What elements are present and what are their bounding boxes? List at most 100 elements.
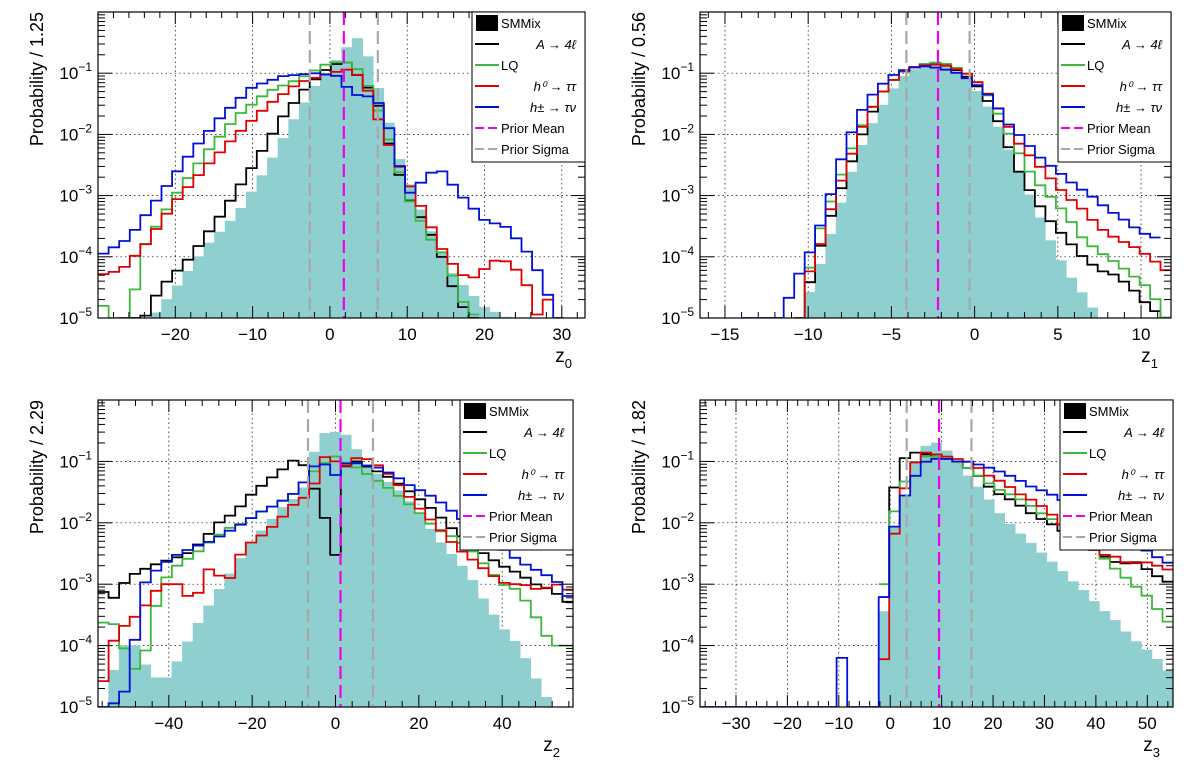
y-tick-label: 10−3	[661, 571, 694, 594]
legend-label-lq: LQ	[1087, 58, 1104, 73]
chart-panel-2: −40 −20 0 20 40 10−5 10−4 10−3 10−2 10−1 Probabili…	[27, 399, 574, 760]
hist-bar	[971, 91, 983, 318]
hist-bar	[983, 499, 995, 707]
legend: SMMix A → 4ℓ LQ h⁰ → ττ h± → τν Prior Mean Pri…	[1057, 11, 1172, 163]
legend: SMMix A → 4ℓ LQ h⁰ → ττ h± → τν Prior Mean Pri…	[459, 399, 574, 551]
x-tick-label: 10	[1132, 325, 1151, 344]
hist-bar	[804, 291, 816, 318]
legend-label-prior_mean: Prior Mean	[1087, 121, 1151, 136]
hist-bar	[139, 664, 152, 707]
y-tick-label: 10−3	[59, 571, 92, 594]
y-tick-label: 10−5	[661, 694, 694, 717]
hist-bar	[329, 431, 342, 707]
legend-label-hpm: h± → τν	[530, 100, 576, 115]
series-smmix	[150, 38, 512, 318]
hist-bar	[361, 464, 373, 707]
legend-label-h0: h⁰ → ττ	[534, 79, 578, 94]
hist-bar	[224, 573, 236, 707]
x-tick-label: 40	[1086, 714, 1105, 733]
series-line-lq	[98, 61, 480, 318]
y-tick-label: 10−4	[661, 244, 694, 267]
hist-bar	[950, 72, 962, 318]
hist-bar	[1025, 542, 1037, 707]
hist-bar	[1046, 561, 1058, 707]
x-axis-label: z3	[1143, 735, 1160, 760]
hist-bar	[277, 507, 289, 707]
x-tick-label: 30	[1035, 714, 1054, 733]
hist-bar	[1120, 631, 1132, 707]
legend-label-smmix: SMMix	[489, 404, 529, 419]
x-tick-label: 20	[475, 325, 494, 344]
hist-bar	[319, 433, 331, 707]
hist-bar	[298, 102, 310, 318]
hist-bar	[1130, 641, 1142, 707]
legend-label-a4l: A → 4ℓ	[1123, 425, 1165, 440]
hist-bar	[415, 209, 427, 318]
chart-panel-3: −30 −20 −10 0 10 20 30 40 50 10−5 10−4 10−3 10−2 10−1…	[629, 399, 1174, 760]
x-tick-label: 0	[325, 325, 334, 344]
hist-bar	[447, 273, 459, 318]
hist-bar	[940, 66, 952, 318]
hist-bar	[171, 285, 183, 318]
y-axis-label: Probability / 2.29	[27, 400, 47, 534]
legend-label-prior_sigma: Prior Sigma	[489, 530, 558, 545]
chart-panel-1: −15 −10 −5 0 5 10 10−5 10−4 10−3 10−2 10−1 Probabil…	[629, 11, 1172, 371]
legend-label-prior_mean: Prior Mean	[489, 509, 553, 524]
x-tick-label: −10	[794, 325, 823, 344]
hist-bar	[203, 242, 215, 318]
legend-label-h0: h⁰ → ττ	[522, 467, 566, 482]
y-tick-label: 10−4	[661, 633, 694, 656]
hist-bar	[1045, 240, 1057, 318]
hist-bar	[488, 614, 500, 707]
hist-bar	[203, 605, 215, 707]
hist-bar	[161, 299, 173, 318]
hist-bar	[330, 60, 342, 318]
hist-bar	[245, 191, 258, 318]
hist-bar	[994, 513, 1006, 707]
hist-bar	[256, 530, 268, 707]
y-tick-label: 10−5	[59, 694, 92, 717]
hist-bar	[1151, 659, 1163, 707]
hist-bar	[340, 434, 352, 707]
legend-label-smmix: SMMix	[1087, 16, 1127, 31]
histograms	[98, 431, 573, 707]
hist-bar	[952, 461, 964, 707]
y-tick-label: 10−5	[59, 305, 92, 328]
hist-bar	[161, 677, 173, 707]
legend-label-hpm: h± → τν	[518, 488, 564, 503]
x-tick-label: −10	[238, 325, 267, 344]
hist-bar	[214, 231, 226, 318]
legend-label-h0: h⁰ → ττ	[1122, 467, 1166, 482]
hist-bar	[118, 645, 130, 707]
hist-bar	[930, 442, 943, 707]
hist-bar	[277, 138, 289, 318]
x-tick-label: 30	[552, 325, 571, 344]
x-tick-label: 40	[493, 714, 512, 733]
hist-bar	[992, 126, 1004, 318]
hist-bar	[424, 528, 437, 707]
legend-label-prior_sigma: Prior Sigma	[501, 142, 570, 157]
y-axis-label: Probability / 0.56	[629, 12, 649, 146]
x-tick-label: 20	[984, 714, 1003, 733]
hist-bar	[920, 445, 932, 707]
legend-label-h0: h⁰ → ττ	[1120, 79, 1164, 94]
x-tick-label: −20	[773, 714, 802, 733]
hist-bar	[256, 175, 268, 318]
hist-bar	[414, 513, 426, 707]
y-tick-label: 10−1	[59, 60, 92, 83]
x-tick-label: 5	[1053, 325, 1062, 344]
hist-bar	[1024, 194, 1036, 318]
x-ticks	[101, 400, 570, 707]
chart-panel-0: −20 −10 0 10 20 30 10−5 10−4 10−3 10−2 10−1 Probabi…	[27, 11, 586, 371]
hist-bar	[266, 518, 278, 707]
x-tick-label: 0	[331, 714, 340, 733]
prior-lines	[308, 12, 379, 318]
legend-label-hpm: h± → τν	[1118, 488, 1164, 503]
x-axis-label: z2	[543, 735, 560, 760]
legend-label-hpm: h± → τν	[1116, 100, 1162, 115]
x-tick-label: 0	[970, 325, 979, 344]
hist-bar	[351, 449, 363, 707]
x-tick-label: −20	[238, 714, 267, 733]
x-tick-label: 0	[885, 714, 894, 733]
plot-frame	[699, 399, 1174, 708]
